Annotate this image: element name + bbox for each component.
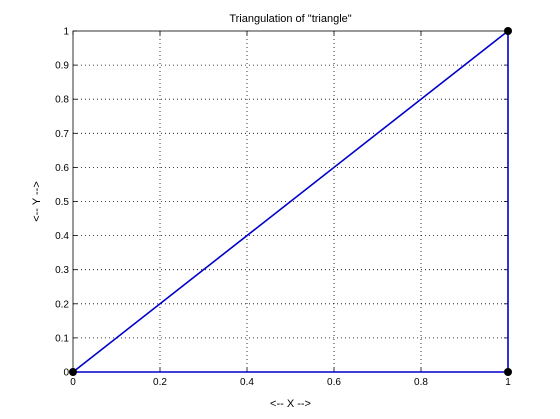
y-tick-label: 0.9 — [55, 61, 69, 72]
x-tick-label: 0.6 — [327, 377, 341, 388]
y-tick-label: 0.4 — [55, 231, 69, 242]
y-axis-label: <-- Y --> — [31, 181, 43, 222]
y-tick-label: 0 — [63, 368, 69, 379]
vertex-point — [504, 27, 512, 35]
chart-title: Triangulation of "triangle" — [229, 13, 351, 25]
triangle-edges — [72, 30, 509, 373]
y-tick-label: 0.1 — [55, 333, 69, 344]
y-tick-label: 0.3 — [55, 265, 69, 276]
triangle-edge — [72, 30, 509, 373]
x-tick-label: 1 — [505, 377, 511, 388]
x-tick-label: 0.2 — [153, 377, 167, 388]
vertex-point — [69, 368, 77, 376]
triangle-vertices — [69, 27, 512, 376]
x-tick-label: 0.8 — [414, 377, 428, 388]
grid — [73, 31, 508, 372]
x-tick-label: 0 — [70, 377, 76, 388]
y-tick-label: 1 — [63, 27, 69, 38]
y-tick-label: 0.7 — [55, 129, 69, 140]
x-tick-label: 0.4 — [240, 377, 254, 388]
y-tick-label: 0.5 — [55, 197, 69, 208]
y-tick-label: 0.2 — [55, 299, 69, 310]
y-tick-label: 0.6 — [55, 163, 69, 174]
vertex-point — [504, 368, 512, 376]
y-tick-label: 0.8 — [55, 95, 69, 106]
x-axis-label: <-- X --> — [270, 398, 311, 410]
